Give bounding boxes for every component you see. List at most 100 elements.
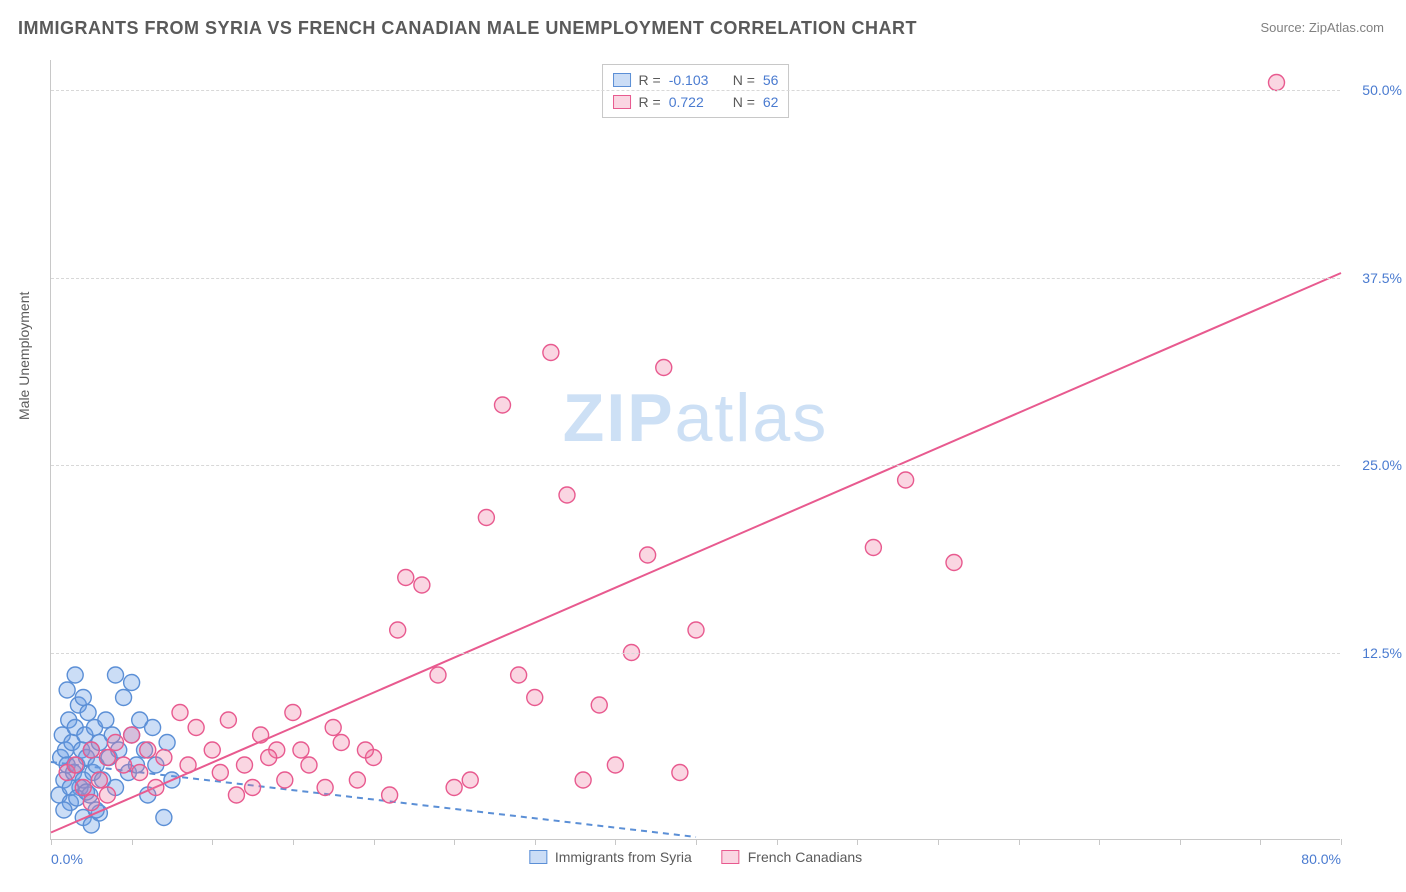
data-point-french (688, 622, 704, 638)
data-point-french (124, 727, 140, 743)
data-point-french (140, 742, 156, 758)
n-label: N = (733, 72, 755, 88)
data-point-french (640, 547, 656, 563)
data-point-french (228, 787, 244, 803)
data-point-french (672, 765, 688, 781)
data-point-french (277, 772, 293, 788)
x-tick (1099, 839, 1100, 845)
legend-series-label-syria: Immigrants from Syria (555, 849, 692, 865)
data-point-french (83, 742, 99, 758)
x-tick (374, 839, 375, 845)
chart-container: IMMIGRANTS FROM SYRIA VS FRENCH CANADIAN… (0, 0, 1406, 892)
y-tick-label: 25.0% (1362, 457, 1402, 473)
gridline-h (51, 278, 1340, 279)
x-tick (51, 839, 52, 845)
legend-swatch-french (613, 95, 631, 109)
data-point-french (317, 780, 333, 796)
data-point-syria (98, 712, 114, 728)
data-point-french (245, 780, 261, 796)
data-point-syria (75, 690, 91, 706)
x-tick (1180, 839, 1181, 845)
data-point-french (156, 750, 172, 766)
r-value-syria: -0.103 (669, 72, 725, 88)
data-point-french (83, 795, 99, 811)
y-tick-label: 37.5% (1362, 270, 1402, 286)
data-point-french (414, 577, 430, 593)
data-point-french (261, 750, 277, 766)
data-point-french (478, 510, 494, 526)
gridline-h (51, 653, 1340, 654)
data-point-french (511, 667, 527, 683)
data-point-syria (124, 675, 140, 691)
data-point-french (75, 780, 91, 796)
data-point-french (559, 487, 575, 503)
data-point-french (333, 735, 349, 751)
x-tick (293, 839, 294, 845)
data-point-french (188, 720, 204, 736)
data-point-french (357, 742, 373, 758)
data-point-french (237, 757, 253, 773)
data-point-french (180, 757, 196, 773)
data-point-syria (108, 667, 124, 683)
data-point-french (116, 757, 132, 773)
gridline-h (51, 465, 1340, 466)
data-point-french (398, 570, 414, 586)
data-point-french (293, 742, 309, 758)
data-point-french (898, 472, 914, 488)
legend-stats-row-syria: R = -0.103 N = 56 (613, 69, 779, 91)
data-point-syria (156, 810, 172, 826)
r-label: R = (639, 94, 661, 110)
data-point-syria (80, 705, 96, 721)
data-point-french (865, 540, 881, 556)
x-tick (857, 839, 858, 845)
source-attribution: Source: ZipAtlas.com (1260, 20, 1384, 35)
x-tick (1019, 839, 1020, 845)
data-point-syria (159, 735, 175, 751)
data-point-french (575, 772, 591, 788)
legend-series-item-syria: Immigrants from Syria (529, 849, 692, 865)
data-point-french (430, 667, 446, 683)
chart-title: IMMIGRANTS FROM SYRIA VS FRENCH CANADIAN… (18, 18, 917, 39)
legend-swatch-french (722, 850, 740, 864)
x-tick (454, 839, 455, 845)
data-point-french (99, 787, 115, 803)
x-tick (212, 839, 213, 845)
x-tick (777, 839, 778, 845)
data-point-syria (59, 682, 75, 698)
data-point-french (220, 712, 236, 728)
y-tick-label: 50.0% (1362, 82, 1402, 98)
x-tick (1341, 839, 1342, 845)
data-point-french (301, 757, 317, 773)
data-point-french (212, 765, 228, 781)
r-label: R = (639, 72, 661, 88)
gridline-h (51, 90, 1340, 91)
x-tick (1260, 839, 1261, 845)
data-point-french (382, 787, 398, 803)
data-point-syria (116, 690, 132, 706)
data-point-syria (145, 720, 161, 736)
x-tick (615, 839, 616, 845)
data-point-french (172, 705, 188, 721)
legend-series-label-french: French Canadians (748, 849, 862, 865)
plot-svg (51, 60, 1340, 839)
data-point-french (591, 697, 607, 713)
data-point-french (349, 772, 365, 788)
legend-swatch-syria (613, 73, 631, 87)
data-point-french (607, 757, 623, 773)
data-point-french (285, 705, 301, 721)
data-point-syria (67, 667, 83, 683)
data-point-french (1269, 75, 1285, 91)
y-tick-label: 12.5% (1362, 645, 1402, 661)
data-point-french (99, 750, 115, 766)
data-point-french (946, 555, 962, 571)
data-point-french (543, 345, 559, 361)
data-point-french (325, 720, 341, 736)
n-value-french: 62 (763, 94, 779, 110)
data-point-french (656, 360, 672, 376)
data-point-french (204, 742, 220, 758)
n-value-syria: 56 (763, 72, 779, 88)
data-point-french (390, 622, 406, 638)
data-point-french (495, 397, 511, 413)
data-point-french (527, 690, 543, 706)
data-point-french (253, 727, 269, 743)
